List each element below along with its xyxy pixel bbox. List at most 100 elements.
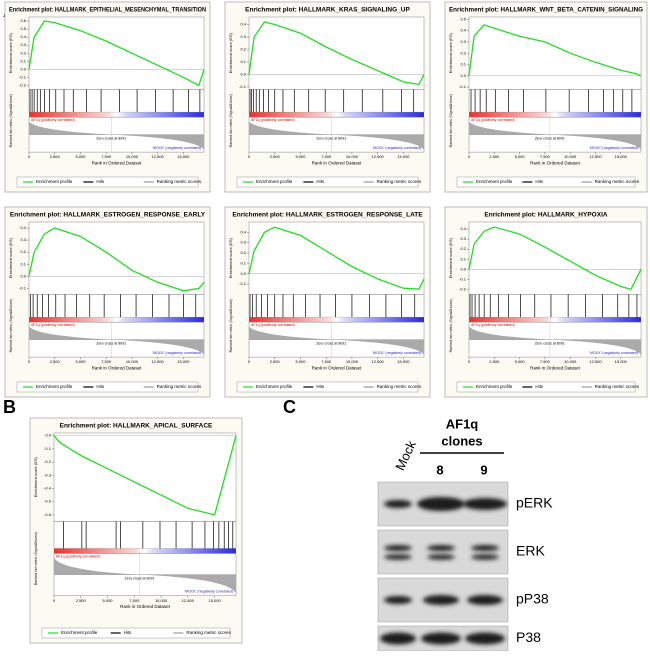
blot-band [467,595,503,605]
x-tick-label: 5,000 [515,154,526,159]
x-axis-label: Rank in Ordered Dataset [312,365,363,370]
y-tick-label: 0.4 [240,229,246,234]
x-tick-label: 5,000 [515,359,526,364]
pos-label: AF1q (positively correlated) [31,118,75,122]
x-tick-label: 5,000 [75,359,86,364]
protein-label: ERK [516,543,545,559]
y-axis-label: Enrichment score (ES) [33,456,38,497]
blot-band [384,554,412,560]
y-tick-label: 0.4 [460,226,466,231]
legend-label: Ranking metric scores [377,179,422,184]
pos-label: AF1q (positively correlated) [471,323,515,327]
y2-axis-label: Ranked list metric (Signal2Noise) [229,94,233,147]
lane-label: 8 [436,462,443,477]
es-axes [248,221,425,295]
legend-label: Enrichment profile [476,179,513,184]
x-axis-label: Rank in Ordered Dataset [92,160,143,165]
western-blot: Mock AF1q clones 8 9 pERK ERK pP38 P38 [377,416,553,652]
legend-label: Enrichment profile [256,179,293,184]
y-tick-label: -0.1 [19,285,27,290]
zero-cross-label: Zero cross at 8091 [535,137,565,141]
y-tick-label: -0.1 [44,446,52,451]
enrichment-line [53,435,237,516]
y-tick-label: -0.1 [459,276,467,281]
x-axis-label: Rank in Ordered Dataset [120,604,171,609]
rank-colorbar [249,112,424,118]
chart-title: Enrichment plot: HALLMARK_ESTROGEN_RESPO… [232,212,423,219]
blot-band [471,545,499,551]
x-tick-label: 2,500 [489,359,500,364]
enrichment-line [468,24,642,77]
legend [236,381,419,393]
y-tick-label: -0.1 [239,281,247,286]
pos-label: AF1q (positively correlated) [251,323,295,327]
y-axis-label: Enrichment score (ES) [228,32,233,73]
y-tick-label: 0.2 [240,47,246,52]
group-label: clones [441,433,482,448]
x-tick-label: 5,000 [103,598,114,603]
enrichment-line [248,226,425,290]
legend-label: Enrichment profile [256,384,293,389]
y-tick-label: 0.0 [460,266,466,271]
x-tick-label: 15,000 [177,359,190,364]
x-tick-label: 15,000 [615,154,628,159]
y-axis-label: Enrichment score (ES) [228,237,233,278]
y-tick-label: 0.3 [240,240,246,245]
x-tick-label: 10,000 [564,359,577,364]
x-tick-label: 0 [28,154,31,159]
y-tick-label: 0.0 [20,66,26,71]
y-tick-label: 0.5 [20,26,26,31]
x-tick-label: 2,500 [270,359,281,364]
legend-label: Hits [96,179,104,184]
zero-cross-label: Zero cross at 8091 [125,577,155,581]
es-axes [53,432,237,522]
x-tick-label: 7,500 [129,598,140,603]
legend-label: Ranking metric scores [157,179,202,184]
hits-area [53,521,237,549]
y-tick-label: 0.3 [460,39,466,44]
rank-colorbar [29,112,204,118]
blot-membrane [377,529,509,575]
enrichment-line [28,20,205,87]
enrichment-plot: Enrichment plot: HALLMARK_KRAS_SIGNALING… [224,1,431,193]
blot-band [384,500,412,508]
blot-band [427,545,455,551]
y-tick-label: 0.1 [20,261,26,266]
pos-label: AF1q (positively correlated) [471,118,515,122]
pos-label: AF1q (positively correlated) [31,323,75,327]
metric-area [29,121,204,151]
y2-axis-label: Ranked list metric (Signal2Noise) [449,299,453,352]
enrichment-plot: Enrichment plot: HALLMARK_HYPOXIA 0.4 0.3 0… [444,206,648,398]
y-tick-label: 0.4 [460,28,466,33]
legend [456,381,636,393]
x-tick-label: 12,500 [589,359,602,364]
legend-label: Hits [124,630,132,635]
hits-area [28,89,205,113]
y-tick-label: -0.1 [239,84,247,89]
x-tick-label: 10,000 [346,359,359,364]
y-tick-label: 0.2 [20,50,26,55]
legend-label: Hits [316,384,324,389]
zero-cross-label: Zero cross at 8091 [96,137,126,141]
legend-label: Ranking metric scores [157,384,202,389]
x-tick-label: 12,500 [372,359,385,364]
legend-label: Enrichment profile [36,384,73,389]
metric-area [469,121,641,151]
x-tick-label: 10,000 [126,359,139,364]
protein-label: pERK [516,495,553,511]
blot-band [417,497,465,511]
rank-colorbar [54,548,236,554]
rank-colorbar [249,317,424,323]
hits-area [468,89,642,113]
legend-label: Hits [535,179,543,184]
chart-title: Enrichment plot: HALLMARK_HYPOXIA [484,212,607,219]
y-axis-label: Enrichment score (ES) [8,32,13,73]
x-tick-label: 2,500 [50,359,61,364]
x-tick-label: 7,500 [101,359,112,364]
legend-label: Enrichment profile [476,384,513,389]
neg-label: 'MOCK' (negatively correlated) [152,146,201,150]
legend-label: Enrichment profile [61,630,98,635]
x-tick-label: 7,500 [101,154,112,159]
x-tick-label: 12,500 [182,598,195,603]
y-tick-label: 0.2 [460,246,466,251]
